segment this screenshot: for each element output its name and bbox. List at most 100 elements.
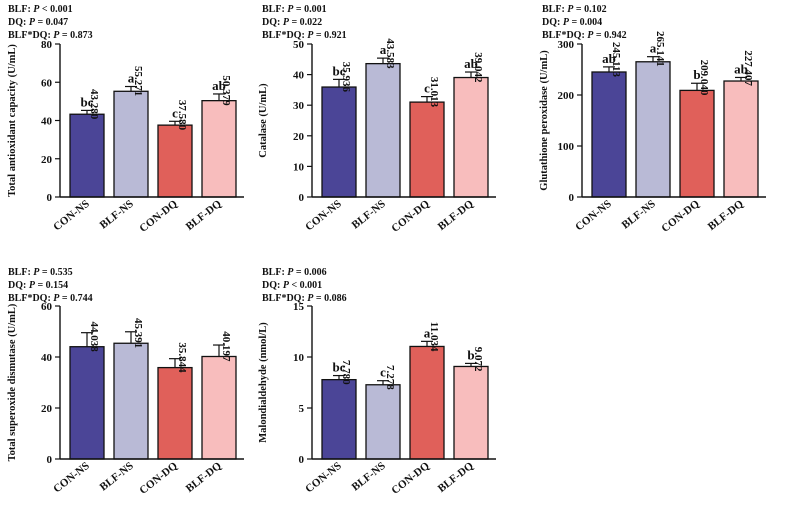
stat-value: = 0.921 — [313, 30, 346, 41]
y-tick-label: 80 — [41, 39, 53, 51]
stat-p: P — [283, 280, 290, 291]
bar — [365, 62, 401, 198]
y-tick-label: 0 — [47, 454, 53, 466]
bar-value-label: 39.042 — [472, 52, 484, 83]
stat-value: = 0.535 — [39, 267, 72, 278]
chart-4: BLF: P = 0.535 DQ: P = 0.154 BLF*DQ: P = 0… — [7, 267, 244, 497]
chart-5: BLF: P = 0.006 DQ: P < 0.001 BLF*DQ: P = 0… — [258, 267, 496, 497]
stat-value: = 0.102 — [573, 4, 606, 15]
significance-letter: c — [380, 365, 386, 380]
y-tick-label: 15 — [293, 301, 305, 313]
significance-letter: c — [424, 81, 430, 96]
stat-line: DQ: P = 0.154 — [8, 280, 68, 291]
stat-line: BLF*DQ: P = 0.942 — [542, 30, 627, 41]
stat-p: P — [33, 4, 40, 15]
y-tick-label: 40 — [293, 70, 305, 82]
y-axis-label: Glutathione peroxidase (U/mL) — [539, 50, 550, 191]
y-tick-label: 0 — [47, 192, 53, 204]
bar — [409, 101, 445, 198]
stat-label: BLF: — [8, 267, 33, 278]
y-tick-label: 40 — [41, 116, 53, 128]
chart-2: BLF: P = 0.001 DQ: P = 0.022 BLF*DQ: P = 0… — [258, 4, 496, 235]
chart-3: BLF: P = 0.102 DQ: P = 0.004 BLF*DQ: P = 0… — [539, 4, 766, 235]
stat-value: = 0.154 — [35, 280, 68, 291]
y-tick-label: 5 — [299, 403, 305, 415]
x-tick-label: BLF-DQ — [184, 460, 224, 495]
stat-label: BLF*DQ: — [262, 293, 307, 304]
bar-value-label: 44.038 — [88, 321, 100, 352]
x-tick-label: BLF-NS — [98, 198, 136, 232]
stat-label: DQ: — [542, 17, 563, 28]
stat-line: DQ: P = 0.047 — [8, 17, 68, 28]
x-tick-label: CON-DQ — [137, 460, 180, 497]
stat-p: P — [287, 4, 294, 15]
bar-value-label: 209.040 — [698, 60, 710, 96]
stat-value: < 0.001 — [289, 280, 322, 291]
stat-label: BLF*DQ: — [8, 293, 53, 304]
significance-letter: ab — [602, 51, 616, 66]
significance-letter: c — [172, 105, 178, 120]
significance-letter: b — [693, 67, 700, 82]
stat-p: P — [53, 30, 60, 41]
bar — [591, 71, 627, 198]
y-tick-label: 10 — [293, 161, 305, 173]
x-tick-label: BLF-DQ — [436, 460, 476, 495]
stat-label: DQ: — [262, 17, 283, 28]
stat-value: = 0.942 — [593, 30, 626, 41]
stat-line: BLF: P = 0.102 — [542, 4, 607, 15]
y-tick-label: 0 — [569, 192, 575, 204]
y-tick-label: 20 — [293, 131, 305, 143]
stat-label: BLF: — [542, 4, 567, 15]
stat-label: BLF*DQ: — [542, 30, 587, 41]
significance-letter: ab — [734, 61, 748, 76]
bar — [113, 342, 149, 460]
stat-p: P — [33, 267, 40, 278]
bar — [321, 378, 357, 460]
x-tick-label: BLF-NS — [98, 460, 136, 494]
x-tick-label: CON-NS — [303, 198, 344, 233]
x-tick-label: BLF-NS — [350, 460, 388, 494]
stat-p: P — [567, 4, 574, 15]
x-tick-label: BLF-DQ — [184, 198, 224, 233]
stat-p: P — [563, 17, 570, 28]
stat-line: BLF*DQ: P = 0.086 — [262, 293, 347, 304]
x-tick-label: CON-DQ — [137, 198, 180, 235]
y-axis-label: Total superoxide dismutase (U/mL) — [7, 303, 18, 461]
stat-label: DQ: — [262, 280, 283, 291]
stat-label: DQ: — [8, 280, 29, 291]
stat-value: = 0.006 — [293, 267, 326, 278]
stat-value: = 0.873 — [59, 30, 92, 41]
significance-letter: bc — [333, 360, 346, 375]
stat-value: = 0.047 — [35, 17, 68, 28]
y-tick-label: 0 — [299, 192, 305, 204]
x-tick-label: CON-NS — [51, 198, 92, 233]
stat-line: BLF: P = 0.006 — [262, 267, 327, 278]
stat-line: BLF: P = 0.001 — [262, 4, 327, 15]
stat-p: P — [283, 17, 290, 28]
bar — [321, 86, 357, 198]
bar-value-label: 43.583 — [384, 38, 396, 69]
bar-value-label: 55.271 — [132, 66, 144, 96]
bar-value-label: 7.278 — [384, 365, 396, 390]
significance-letter: b — [467, 347, 474, 362]
bar — [201, 355, 237, 460]
bar-value-label: 40.197 — [220, 331, 232, 362]
significance-letter: a — [380, 42, 387, 57]
x-tick-label: BLF-NS — [350, 198, 388, 232]
y-tick-label: 30 — [293, 100, 305, 112]
stat-line: DQ: P = 0.022 — [262, 17, 322, 28]
significance-letter: a — [650, 41, 657, 56]
stat-value: = 0.022 — [289, 17, 322, 28]
bar — [69, 346, 105, 460]
bar — [723, 80, 759, 198]
x-tick-label: CON-DQ — [659, 198, 702, 235]
bar-value-label: 31.013 — [428, 77, 440, 108]
bar-value-label: 50.379 — [220, 75, 232, 106]
bar — [201, 100, 237, 198]
stat-value: = 0.086 — [313, 293, 346, 304]
bar — [69, 113, 105, 198]
stat-line: DQ: P = 0.004 — [542, 17, 602, 28]
bar-value-label: 9.072 — [472, 347, 484, 372]
y-tick-label: 20 — [41, 154, 53, 166]
